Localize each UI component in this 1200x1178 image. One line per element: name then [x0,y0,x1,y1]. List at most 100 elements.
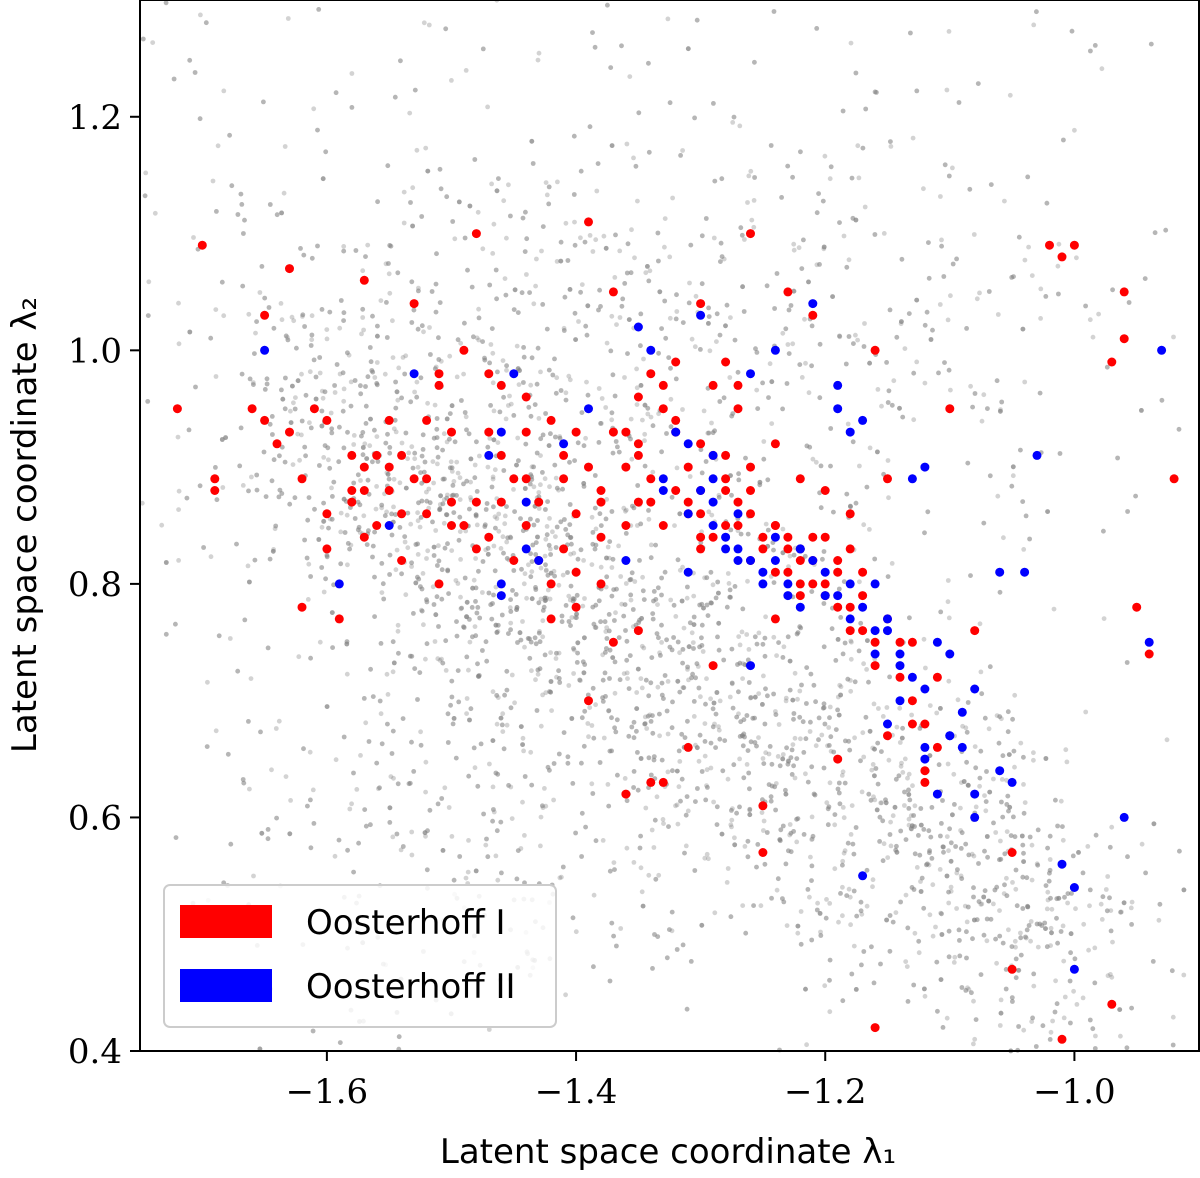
background-point [635,787,641,793]
background-point [434,594,440,600]
background-point [528,749,534,755]
background-point [977,290,982,296]
background-point [827,704,833,710]
background-point [442,545,448,551]
background-point [899,319,904,324]
background-point [971,1041,976,1047]
background-point [538,482,543,488]
background-point [785,634,791,640]
background-point [1087,903,1092,909]
background-point [628,597,634,603]
background-point [400,716,406,721]
background-point [572,219,577,225]
background-point [787,553,793,559]
background-point [538,814,544,820]
background-point [565,754,571,760]
background-point [843,738,848,744]
background-point [503,292,509,298]
background-point [1101,616,1107,621]
background-point [480,648,485,653]
background-point [712,721,717,727]
background-point [670,195,675,201]
background-point [641,645,647,651]
background-point [869,767,875,773]
background-point [840,108,846,114]
background-point [987,664,993,670]
background-point [430,459,436,464]
background-point [706,430,712,436]
background-point [900,725,905,731]
background-point [695,786,700,791]
background-point [684,794,690,799]
background-point [472,624,478,629]
background-point [591,621,597,627]
background-point [455,668,461,673]
background-point [765,477,771,483]
background-point [584,379,589,385]
background-point [711,799,716,805]
background-point [1072,127,1077,133]
background-point [892,804,898,810]
background-point [471,745,477,751]
background-point [699,769,705,774]
background-point [721,395,727,401]
background-point [600,677,606,683]
background-point [499,870,504,876]
background-point [792,775,798,781]
background-point [780,756,786,762]
background-point [341,386,347,392]
background-point [246,311,252,317]
background-point [760,702,765,707]
background-point [495,369,500,375]
background-point [794,756,800,761]
background-point [634,690,640,695]
background-point [673,376,679,382]
background-point [248,676,254,681]
background-point [436,335,441,341]
background-point [826,804,832,810]
background-point [918,822,924,828]
background-point [999,777,1005,782]
background-point [736,477,742,483]
background-point [838,891,843,896]
background-point [761,761,767,766]
background-point [621,613,627,619]
background-point [673,803,678,809]
background-point [844,893,850,898]
background-point [425,400,430,406]
background-point [643,805,649,811]
background-point [752,59,757,65]
background-point [579,810,585,816]
background-point [1177,848,1182,854]
background-point [387,820,393,825]
background-point [624,670,630,676]
background-point [603,405,609,410]
background-point [1055,263,1061,269]
background-point [734,714,740,720]
background-point [840,651,846,657]
background-point [786,351,792,356]
background-point [702,753,708,759]
background-point [501,550,506,556]
background-point [906,311,912,316]
background-point [685,46,691,52]
background-point [163,631,169,637]
background-point [484,836,489,842]
background-point [491,221,497,227]
background-point [978,901,984,907]
background-point [491,504,496,510]
background-point [780,655,786,660]
background-point [324,327,330,332]
background-point [762,721,768,727]
background-point [716,495,722,500]
background-point [491,408,497,414]
background-point [381,596,387,602]
background-point [924,862,929,868]
background-point [529,355,535,361]
background-point [803,360,808,366]
background-point [262,295,268,301]
background-point [774,271,780,276]
background-point [173,835,179,840]
background-point [463,414,469,420]
background-point [1076,850,1081,855]
